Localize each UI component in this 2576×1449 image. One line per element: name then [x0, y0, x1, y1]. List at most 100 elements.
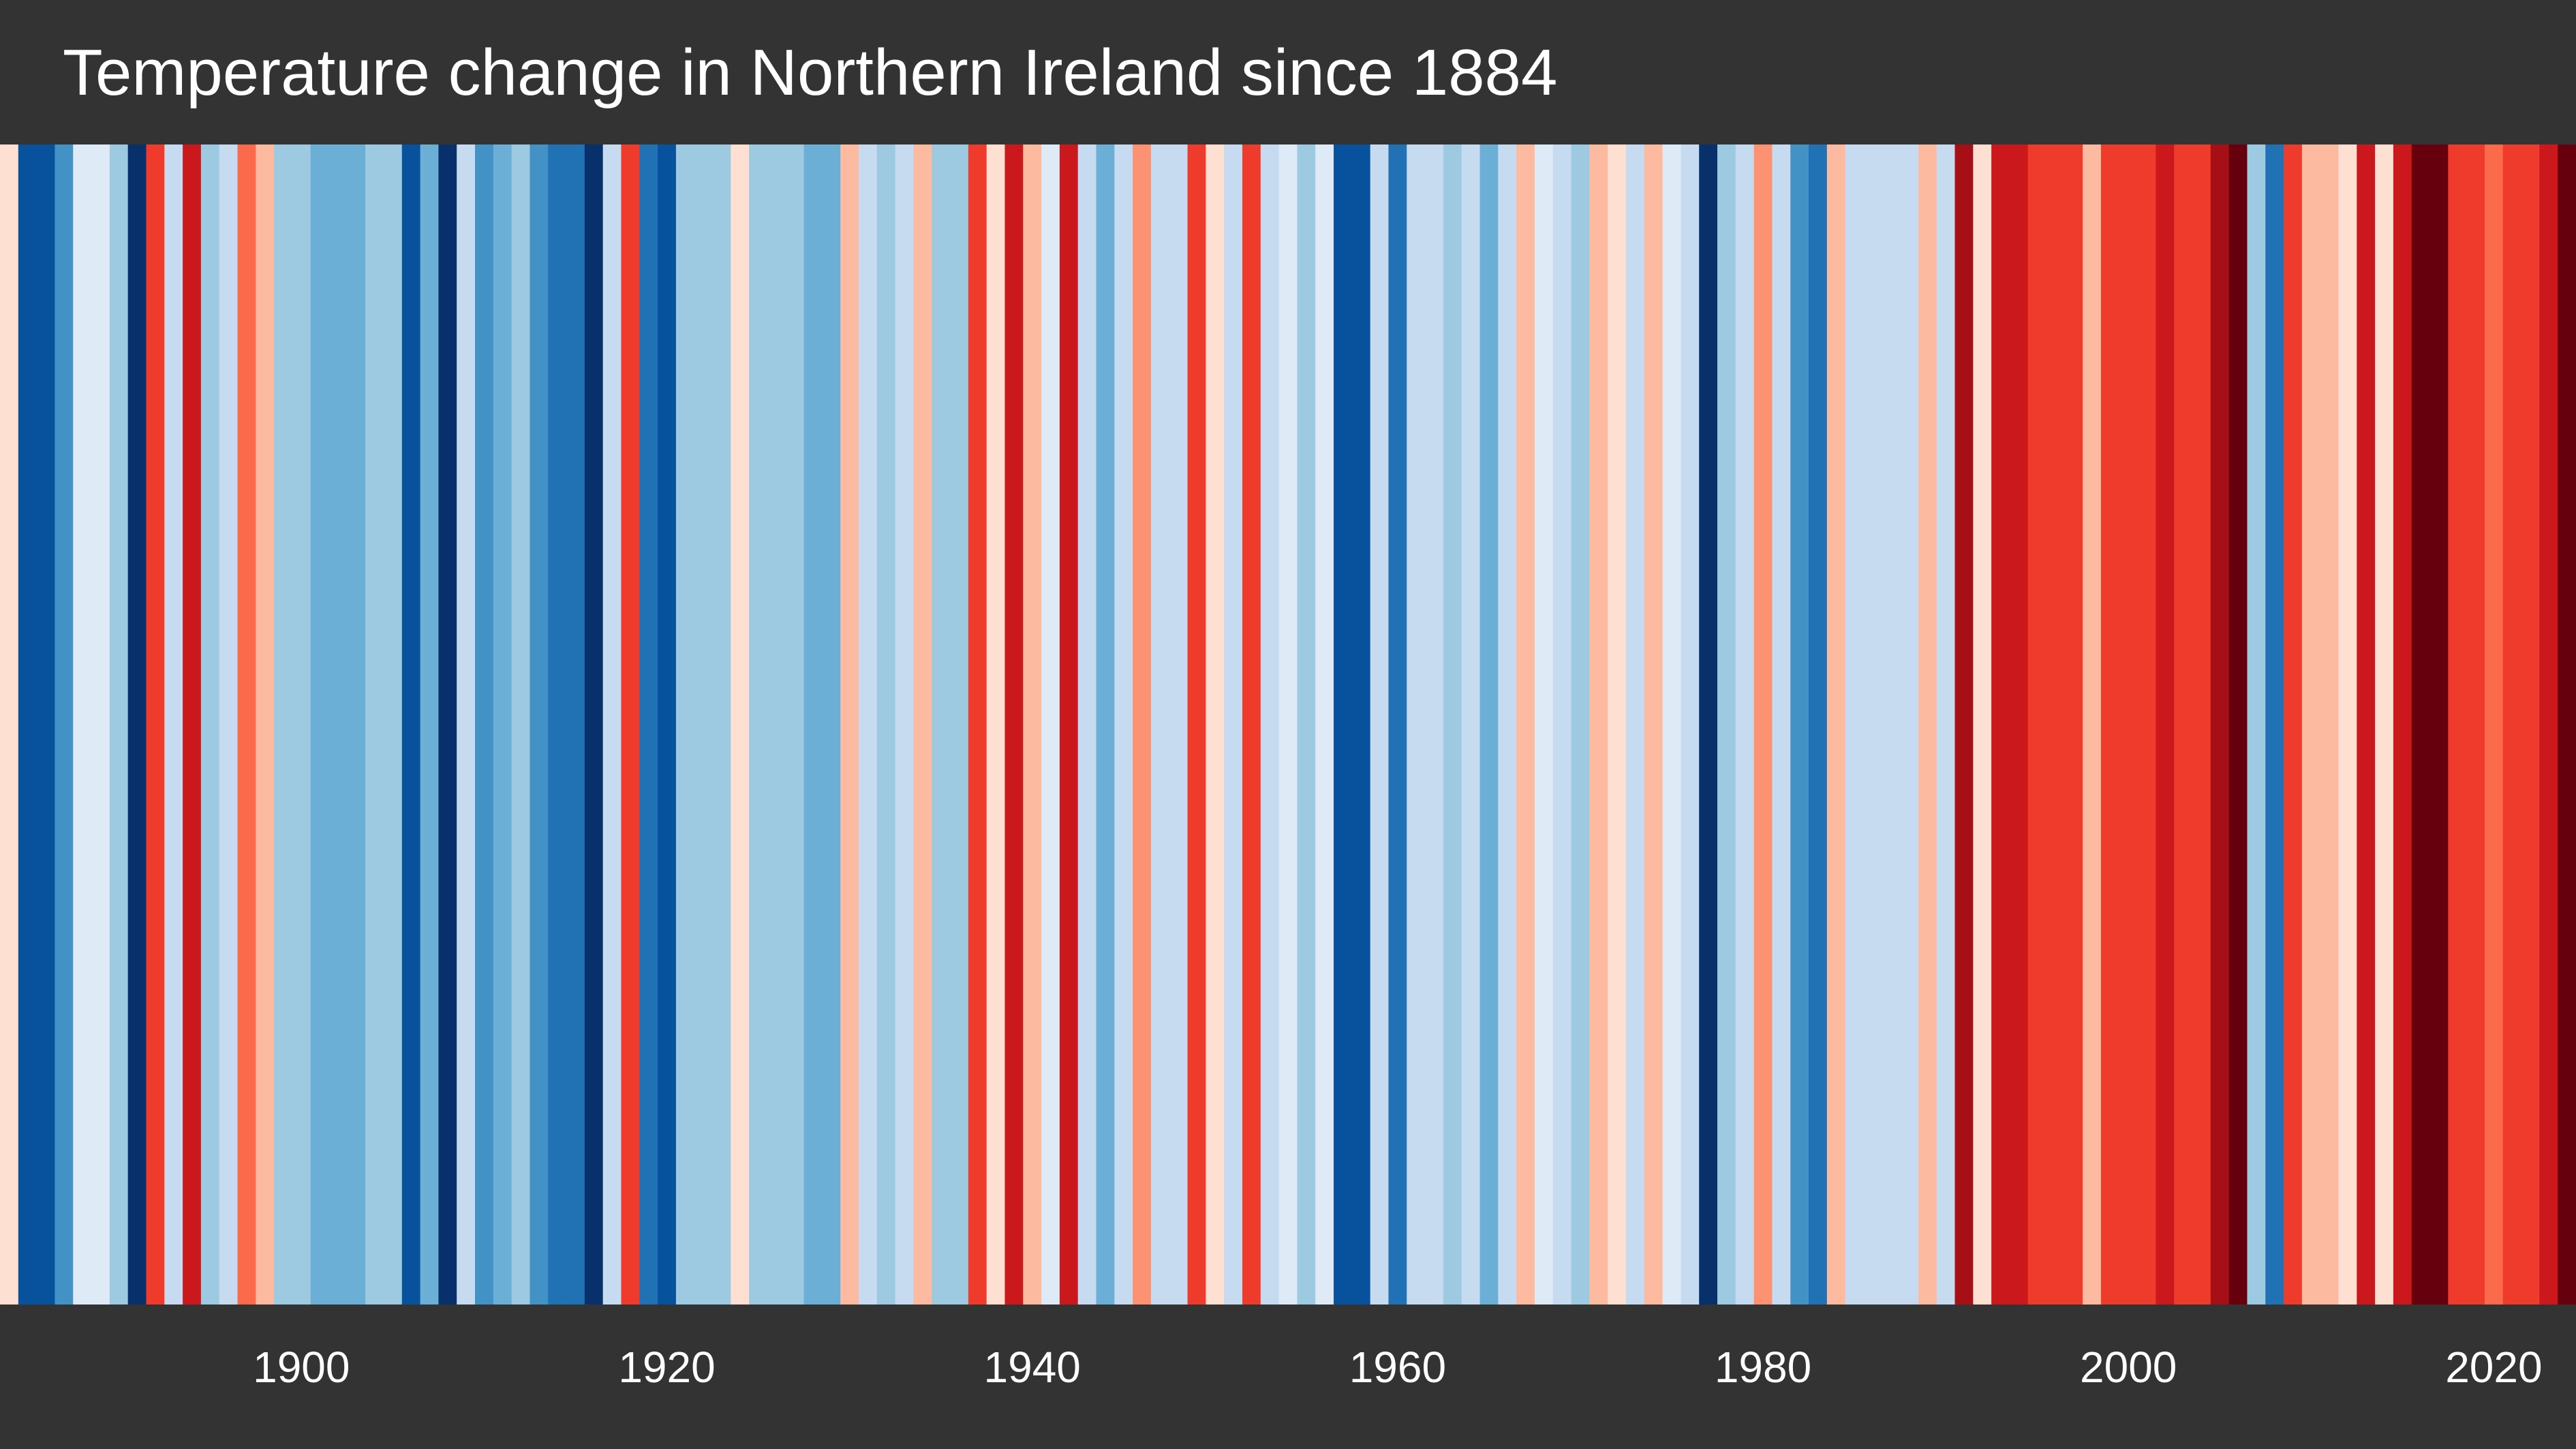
x-tick-label: 2000 — [2080, 1343, 2177, 1392]
stripe-2006 — [2228, 144, 2248, 1305]
stripe-1975 — [1662, 144, 1681, 1305]
stripe-1924 — [731, 144, 750, 1305]
stripe-1954 — [1278, 144, 1298, 1305]
stripe-1963 — [1443, 144, 1462, 1305]
stripe-1955 — [1297, 144, 1316, 1305]
stripe-1945 — [1114, 144, 1133, 1305]
stripe-1893 — [164, 144, 183, 1305]
stripe-2004 — [2192, 144, 2211, 1305]
stripe-1932 — [876, 144, 896, 1305]
stripe-1958 — [1351, 144, 1371, 1305]
stripe-1913 — [530, 144, 549, 1305]
stripe-1971 — [1589, 144, 1608, 1305]
stripe-1931 — [859, 144, 878, 1305]
stripe-1968 — [1534, 144, 1554, 1305]
stripe-1966 — [1498, 144, 1517, 1305]
stripe-1992 — [1973, 144, 1992, 1305]
stripe-2022 — [2521, 144, 2540, 1305]
stripe-1946 — [1133, 144, 1152, 1305]
stripe-1886 — [36, 144, 56, 1305]
stripe-1921 — [675, 144, 695, 1305]
stripe-1890 — [109, 144, 129, 1305]
stripe-1927 — [785, 144, 805, 1305]
stripe-1939 — [1005, 144, 1024, 1305]
stripe-1981 — [1772, 144, 1791, 1305]
stripe-1905 — [383, 144, 403, 1305]
stripe-1948 — [1169, 144, 1189, 1305]
stripe-1903 — [347, 144, 366, 1305]
stripe-1895 — [200, 144, 220, 1305]
stripe-1934 — [913, 144, 932, 1305]
stripe-1956 — [1315, 144, 1334, 1305]
stripe-1950 — [1206, 144, 1225, 1305]
stripe-1976 — [1681, 144, 1700, 1305]
stripe-1996 — [2046, 144, 2065, 1305]
stripe-1988 — [1900, 144, 1919, 1305]
stripe-1949 — [1187, 144, 1206, 1305]
stripe-1902 — [328, 144, 348, 1305]
stripe-1936 — [950, 144, 969, 1305]
stripe-1920 — [658, 144, 677, 1305]
stripe-1884 — [0, 144, 19, 1305]
stripe-1923 — [712, 144, 731, 1305]
stripe-2010 — [2301, 144, 2321, 1305]
stripe-1914 — [548, 144, 567, 1305]
stripe-1978 — [1717, 144, 1736, 1305]
warming-stripes — [0, 144, 2576, 1305]
stripe-1887 — [55, 144, 74, 1305]
stripe-1953 — [1260, 144, 1280, 1305]
stripe-1889 — [91, 144, 110, 1305]
stripe-1892 — [146, 144, 165, 1305]
stripe-1909 — [457, 144, 476, 1305]
stripe-1993 — [1991, 144, 2010, 1305]
x-axis: 1900 1920 1940 1960 1980 2000 2020 — [0, 1305, 2576, 1449]
stripe-1885 — [18, 144, 37, 1305]
stripe-1998 — [2083, 144, 2102, 1305]
stripe-1904 — [365, 144, 384, 1305]
stripe-2003 — [2174, 144, 2193, 1305]
stripe-2023 — [2539, 144, 2558, 1305]
stripe-1947 — [1150, 144, 1170, 1305]
stripe-1984 — [1826, 144, 1846, 1305]
stripe-1974 — [1644, 144, 1663, 1305]
stripe-1970 — [1571, 144, 1590, 1305]
stripe-1957 — [1334, 144, 1353, 1305]
stripe-2018 — [2448, 144, 2467, 1305]
stripe-1937 — [968, 144, 987, 1305]
stripe-1899 — [274, 144, 293, 1305]
stripe-2007 — [2247, 144, 2266, 1305]
stripe-2017 — [2429, 144, 2449, 1305]
stripe-1991 — [1954, 144, 1974, 1305]
stripe-1925 — [749, 144, 768, 1305]
stripe-1961 — [1407, 144, 1426, 1305]
stripe-1891 — [127, 144, 147, 1305]
stripe-1907 — [420, 144, 440, 1305]
stripe-1962 — [1425, 144, 1444, 1305]
stripe-2014 — [2375, 144, 2394, 1305]
stripe-1983 — [1809, 144, 1828, 1305]
stripe-1972 — [1608, 144, 1627, 1305]
stripe-1990 — [1936, 144, 1956, 1305]
stripe-2020 — [2484, 144, 2504, 1305]
stripe-1985 — [1845, 144, 1865, 1305]
stripe-1897 — [237, 144, 256, 1305]
stripe-2002 — [2156, 144, 2175, 1305]
stripe-1969 — [1552, 144, 1572, 1305]
stripe-1980 — [1753, 144, 1773, 1305]
stripe-2008 — [2265, 144, 2284, 1305]
x-tick-label: 1920 — [618, 1343, 716, 1392]
stripe-2019 — [2466, 144, 2485, 1305]
x-tick-label: 1940 — [983, 1343, 1081, 1392]
stripe-1938 — [986, 144, 1006, 1305]
stripe-2013 — [2357, 144, 2376, 1305]
stripe-1901 — [310, 144, 330, 1305]
stripe-2021 — [2502, 144, 2522, 1305]
stripe-1941 — [1041, 144, 1060, 1305]
header-bar: Temperature change in Northern Ireland s… — [0, 0, 2576, 144]
stripe-1943 — [1077, 144, 1097, 1305]
stripe-1987 — [1882, 144, 1901, 1305]
stripe-1912 — [511, 144, 531, 1305]
stripe-2024 — [2558, 144, 2576, 1305]
stripe-1952 — [1242, 144, 1261, 1305]
stripe-1951 — [1224, 144, 1243, 1305]
